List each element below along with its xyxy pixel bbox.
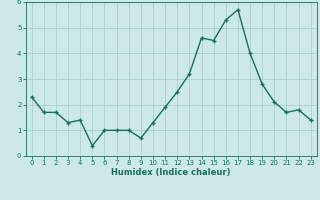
X-axis label: Humidex (Indice chaleur): Humidex (Indice chaleur) — [111, 168, 231, 177]
